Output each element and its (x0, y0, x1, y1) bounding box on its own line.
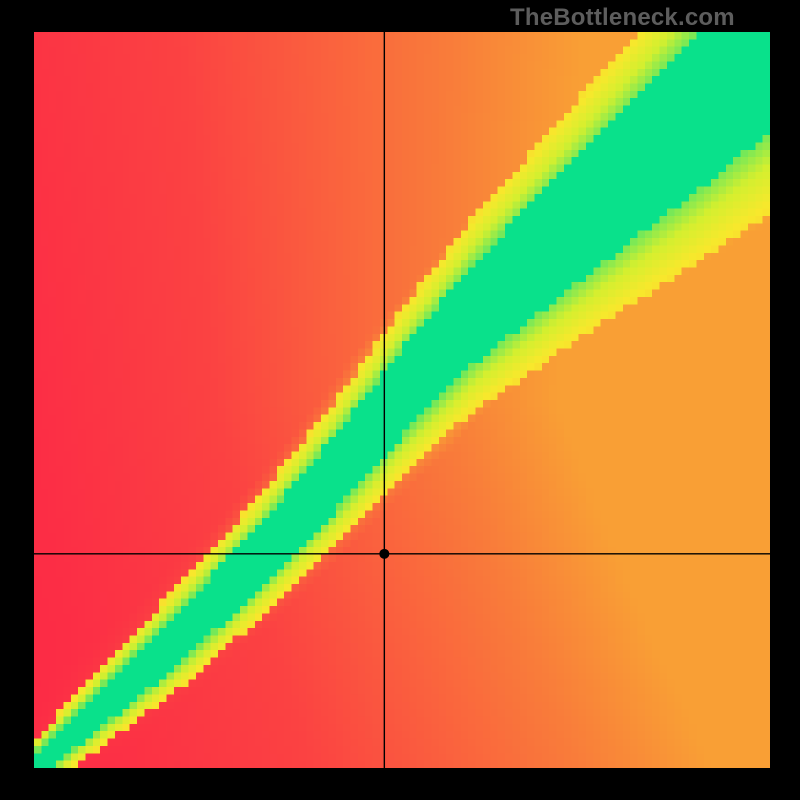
watermark-label: TheBottleneck.com (510, 4, 735, 32)
heatmap-canvas (34, 32, 770, 768)
chart-container: TheBottleneck.com (0, 0, 800, 800)
